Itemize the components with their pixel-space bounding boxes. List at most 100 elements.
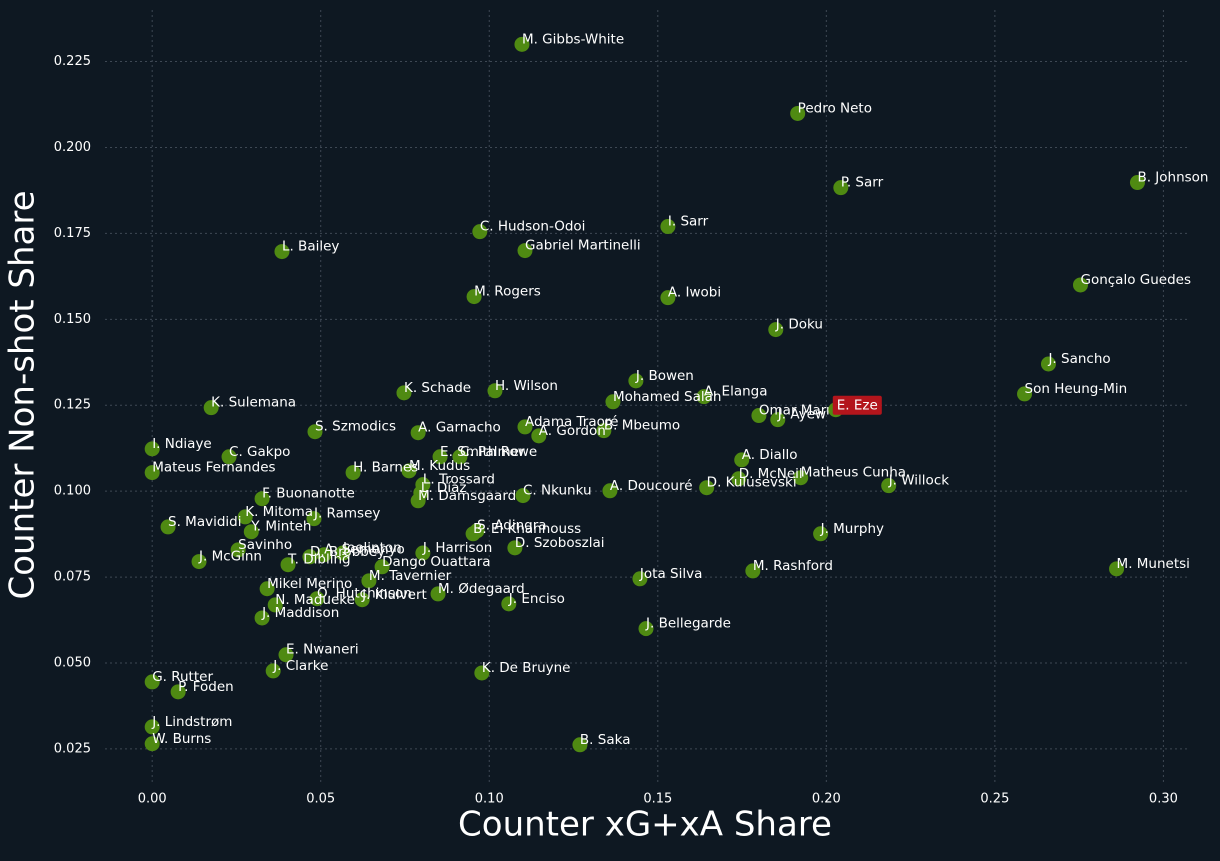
point xyxy=(466,289,482,305)
point xyxy=(790,105,806,121)
point-label: M. Rogers xyxy=(474,284,541,300)
point-label: B. Saka xyxy=(580,732,631,748)
point-label: G. Rutter xyxy=(152,669,213,685)
point xyxy=(309,591,325,607)
point xyxy=(230,542,246,558)
x-axis-label: Counter xG+xA Share xyxy=(458,805,832,845)
y-tick-label: 0.100 xyxy=(54,484,91,499)
y-tick-label: 0.150 xyxy=(54,312,91,327)
y-tick-label: 0.125 xyxy=(54,398,91,413)
x-tick-label: 0.25 xyxy=(980,792,1009,807)
point xyxy=(507,540,523,556)
point-label: J. Lindstrøm xyxy=(151,714,232,730)
point xyxy=(474,665,490,681)
point xyxy=(144,465,160,481)
point xyxy=(144,674,160,690)
point-label: M. Damsgaard xyxy=(418,488,516,504)
point-label: Savinho xyxy=(238,537,292,553)
point-label: T. Dibling xyxy=(287,552,351,568)
point xyxy=(254,491,270,507)
point-label: A. Iwobi xyxy=(668,285,721,301)
point xyxy=(316,547,332,563)
point xyxy=(501,596,517,612)
point-label: C. Hudson-Odoi xyxy=(480,219,586,235)
point-label: E. Nwaneri xyxy=(286,642,359,658)
point-label: A. Diallo xyxy=(742,447,798,463)
point-label: A. Doucouré xyxy=(610,478,693,494)
point-label: I. Sarr xyxy=(668,214,709,230)
point xyxy=(515,488,531,504)
point xyxy=(1129,175,1145,191)
point xyxy=(472,224,488,240)
point-label: J. Bowen xyxy=(635,368,694,384)
point xyxy=(602,483,618,499)
point-label: J. Clarke xyxy=(272,658,328,674)
point-label: Mateus Fernandes xyxy=(152,460,275,476)
point-label: O. Hutchinson xyxy=(317,586,412,602)
point xyxy=(660,219,676,235)
point xyxy=(432,449,448,465)
point xyxy=(374,559,390,575)
point xyxy=(160,519,176,535)
point-label: Pedro Neto xyxy=(798,100,872,116)
point xyxy=(465,526,481,542)
point-label: A. Garnacho xyxy=(418,420,501,436)
point xyxy=(1072,277,1088,293)
point xyxy=(770,412,786,428)
point-label: J. Maddison xyxy=(261,605,339,621)
point xyxy=(401,463,417,479)
point-label: J. Harrison xyxy=(422,540,492,556)
point xyxy=(203,400,219,416)
point-label: E. Smith Rowe xyxy=(440,444,537,460)
point-label: J. Kluivert xyxy=(361,587,427,603)
point-label: C. Gakpo xyxy=(229,444,290,460)
x-tick-label: 0.15 xyxy=(643,792,672,807)
point xyxy=(254,610,270,626)
highlight-label-bg xyxy=(832,395,882,415)
point xyxy=(751,408,767,424)
x-tick-label: 0.00 xyxy=(138,792,167,807)
point-label: B. El Khannouss xyxy=(473,521,581,537)
point-label: L. Díaz xyxy=(421,480,467,496)
point-label: M. Rashford xyxy=(753,558,833,574)
point xyxy=(514,36,530,52)
point xyxy=(1017,386,1033,402)
point xyxy=(278,647,294,663)
point-label: P. Sarr xyxy=(841,175,884,191)
point-label: J. Willock xyxy=(888,473,950,489)
point xyxy=(410,493,426,509)
point xyxy=(361,573,377,589)
point xyxy=(813,526,829,542)
point-label: N. Madueke xyxy=(275,592,355,608)
point-label: F. Buonanotte xyxy=(262,486,355,502)
point-label: I. Ndiaye xyxy=(152,436,212,452)
point-label: J. Ramsey xyxy=(313,506,380,522)
point-label: Joelinton xyxy=(342,540,402,556)
point-label: Mikel Merino xyxy=(267,576,352,592)
point xyxy=(596,423,612,439)
point-label: A. Gordon xyxy=(539,423,606,439)
point-label: Adama Traoré xyxy=(525,414,618,430)
point xyxy=(306,511,322,527)
point-label: Son Heung-Min xyxy=(1025,381,1128,397)
point xyxy=(144,719,160,735)
point xyxy=(452,449,468,465)
point xyxy=(517,243,533,259)
point xyxy=(274,244,290,260)
point xyxy=(243,524,259,540)
point xyxy=(833,180,849,196)
point xyxy=(267,597,283,613)
point-label: J. Enciso xyxy=(508,591,565,607)
point xyxy=(410,425,426,441)
x-tick-label: 0.20 xyxy=(812,792,841,807)
point xyxy=(415,545,431,561)
point xyxy=(793,470,809,486)
point xyxy=(1040,356,1056,372)
point xyxy=(170,684,186,700)
point xyxy=(628,373,644,389)
point-label: D. Brobbey xyxy=(310,544,385,560)
point-label: K. Mitoma xyxy=(245,504,313,520)
point xyxy=(605,394,621,410)
